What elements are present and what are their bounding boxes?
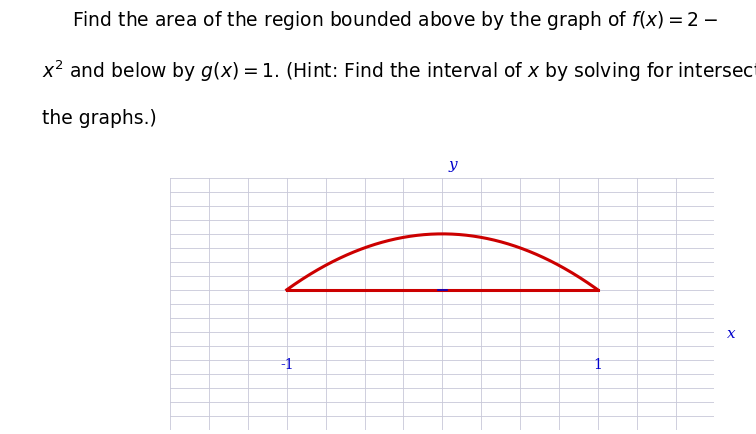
Text: x: x [727, 327, 736, 341]
Text: $x^2$ and below by $g(x) = 1$. (Hint: Find the interval of $x$ by solving for in: $x^2$ and below by $g(x) = 1$. (Hint: Fi… [42, 59, 756, 84]
Text: 1: 1 [593, 358, 603, 372]
Text: -1: -1 [280, 358, 293, 372]
Text: the graphs.): the graphs.) [42, 108, 156, 128]
Text: Find the area of the region bounded above by the graph of $f(x) = 2-$: Find the area of the region bounded abov… [72, 9, 718, 32]
Text: y: y [448, 158, 457, 172]
